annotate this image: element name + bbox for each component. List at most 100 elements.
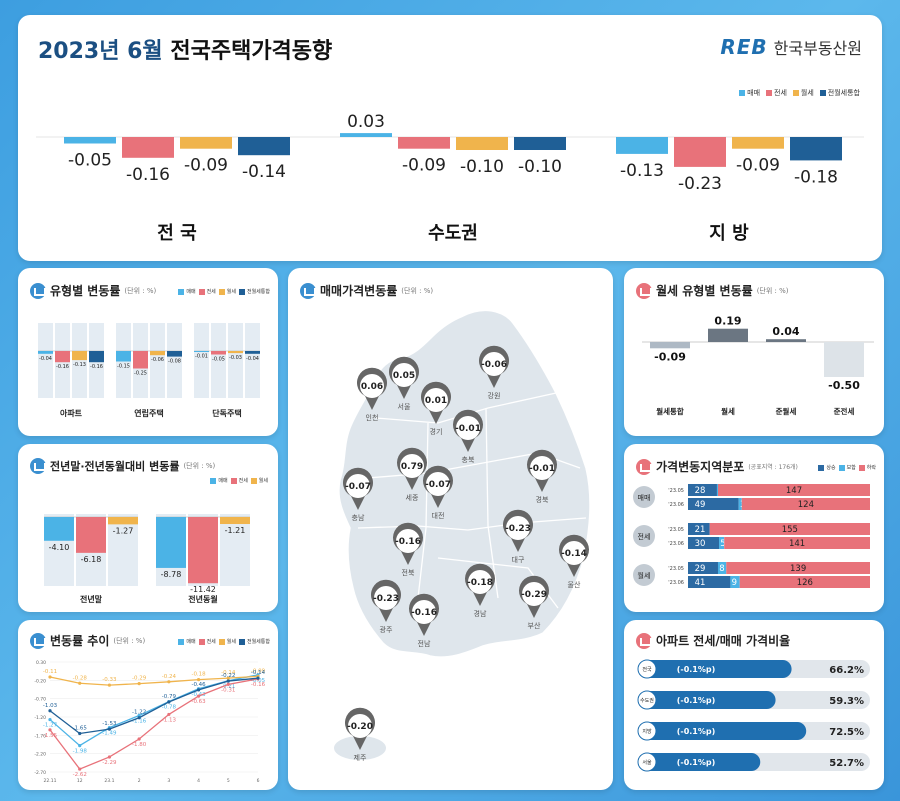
legend-swatch xyxy=(250,477,257,484)
region-value: -0.07 xyxy=(345,482,371,492)
bar-value: -0.16 xyxy=(90,364,103,370)
bar-value: -0.08 xyxy=(168,359,181,365)
dist-value: 124 xyxy=(798,500,814,510)
map-title-text: 매매가격변동률 xyxy=(320,284,398,298)
dist-segment xyxy=(688,484,717,496)
data-label: -0.09 xyxy=(251,668,266,674)
data-label: -1.53 xyxy=(102,721,117,727)
bar-value: -0.06 xyxy=(151,357,164,363)
data-label: -0.46 xyxy=(191,682,206,688)
legend-label: 월세 xyxy=(226,639,236,645)
region-value: -0.01 xyxy=(455,424,481,434)
bar-bg xyxy=(194,323,209,398)
trend-card: 변동률 추이 (단위 : %) 매매 전세 월세 전월세통합 0.30 -0.20 -0.… xyxy=(18,620,278,790)
region-name: 울산 xyxy=(568,580,581,589)
region-name: 대전 xyxy=(432,511,445,520)
ratio-value: 52.7% xyxy=(829,758,864,769)
series-point xyxy=(48,675,52,679)
logo-mark: REB xyxy=(720,35,768,59)
ratio-change: (-0.1%p) xyxy=(677,758,716,767)
bar-value: -0.16 xyxy=(56,364,69,370)
region-name: 부산 xyxy=(528,621,541,630)
x-tick-label: 6 xyxy=(257,778,260,784)
bar xyxy=(44,517,74,541)
period-label: '23.06 xyxy=(668,502,684,508)
bar-value: -0.10 xyxy=(460,157,504,177)
data-label: -1.13 xyxy=(162,717,177,723)
group-badge xyxy=(633,486,655,508)
bar xyxy=(245,351,260,354)
category-label: 준전세 xyxy=(834,406,855,416)
period-label: '23.06 xyxy=(668,580,684,586)
bar-value: -1.27 xyxy=(113,526,134,535)
data-label: -0.79 xyxy=(162,694,177,700)
data-label: -1.22 xyxy=(132,710,146,716)
data-label: -1.80 xyxy=(132,742,147,748)
period-label: '23.05 xyxy=(668,527,684,533)
bar-value: -6.18 xyxy=(81,555,102,564)
bar-value: -0.10 xyxy=(518,157,562,177)
bar xyxy=(228,351,243,354)
trend-title-text: 변동률 추이 xyxy=(50,634,110,648)
group-label: 매매 xyxy=(638,494,651,502)
y-tick-label: -1.70 xyxy=(34,733,46,739)
bar-value: -0.25 xyxy=(134,371,147,377)
x-tick-label: 22.11 xyxy=(44,778,57,784)
region-name: 충북 xyxy=(462,455,475,464)
ratio-value: 66.2% xyxy=(829,665,864,676)
bar-value: -0.09 xyxy=(402,156,446,176)
region-value: -0.07 xyxy=(425,480,451,490)
dist-value: 147 xyxy=(786,486,802,496)
map-pin-inner xyxy=(346,474,370,498)
category-label: 월세 xyxy=(721,406,735,416)
series-line xyxy=(49,677,259,735)
region-name: 세종 xyxy=(406,493,419,502)
bar xyxy=(150,351,165,356)
bar-bg xyxy=(211,323,226,398)
data-label: -0.63 xyxy=(191,699,206,705)
legend-label: 보합 xyxy=(846,465,856,471)
legend-item: 매매 xyxy=(210,477,228,484)
title-text: 전국주택가격동향 xyxy=(170,39,333,64)
dist-legend: 상승 보합 하락 xyxy=(818,464,876,471)
legend-label: 전세 xyxy=(206,639,216,645)
bar xyxy=(116,351,131,362)
series-point xyxy=(107,755,112,759)
bar-value: -0.01 xyxy=(195,354,208,360)
series-point xyxy=(78,744,82,748)
bar xyxy=(122,137,174,158)
region-border xyxy=(485,407,499,599)
region-value: -0.16 xyxy=(395,537,421,547)
data-label: -2.29 xyxy=(102,760,117,766)
dist-value: 9 xyxy=(732,578,737,588)
bar xyxy=(89,351,104,363)
region-value: -0.14 xyxy=(561,549,587,559)
category-label: 지 방 xyxy=(709,223,749,244)
legend-label: 월세 xyxy=(226,289,236,295)
map-pin-inner xyxy=(522,582,546,606)
data-label: -0.16 xyxy=(251,682,266,688)
legend-swatch xyxy=(230,477,237,484)
legend-swatch xyxy=(238,638,245,645)
data-label: -1.98 xyxy=(73,749,88,755)
ratio-fill xyxy=(638,753,761,771)
data-label: -0.14 xyxy=(251,670,266,676)
legend-item: 매매 xyxy=(178,638,196,645)
region-value: 0.01 xyxy=(425,396,447,406)
dist-segment xyxy=(717,562,727,574)
group-badge xyxy=(633,525,655,547)
map-pin-inner xyxy=(374,586,398,610)
series-point xyxy=(78,681,82,685)
bar-value: -0.05 xyxy=(68,151,112,171)
period-label: '23.06 xyxy=(668,541,684,547)
data-label: -0.24 xyxy=(162,674,177,680)
legend-item: 월세 xyxy=(792,88,814,98)
dist-value: 5 xyxy=(720,539,725,549)
region-name: 충남 xyxy=(352,513,365,522)
legend-item: 매매 xyxy=(739,88,760,98)
region-name: 인천 xyxy=(366,413,379,422)
legend-swatch xyxy=(198,288,205,295)
dist-segment xyxy=(688,562,718,574)
legend-swatch xyxy=(178,638,185,645)
dist-title: 가격변동지역분포 (공표지역 : 176개) xyxy=(636,458,798,475)
